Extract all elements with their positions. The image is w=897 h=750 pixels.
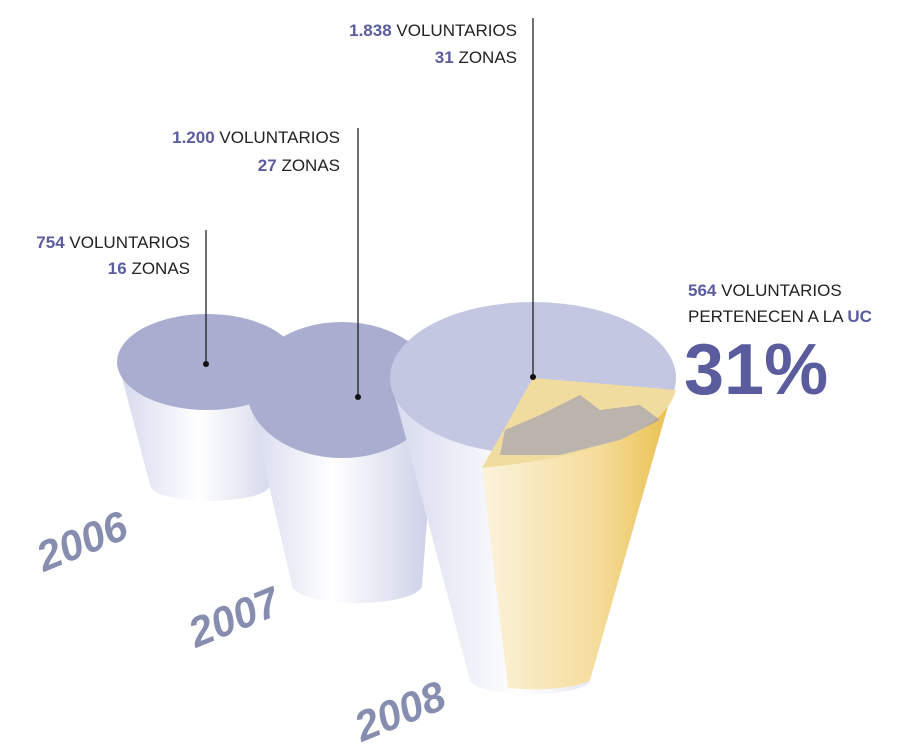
zones-text: ZONAS	[458, 48, 517, 67]
uc-share: 31%	[684, 330, 828, 410]
zones-count: 31	[435, 48, 454, 67]
zones-count: 27	[258, 156, 277, 175]
uc-belong-label: PERTENECEN A LA UC	[688, 307, 872, 326]
belong-text: PERTENECEN A LA	[688, 307, 844, 326]
volunteers-text: VOLUNTARIOS	[396, 21, 517, 40]
uc-volunteers-count: 564	[688, 281, 717, 300]
volunteers-text: VOLUNTARIOS	[69, 233, 190, 252]
volunteers-count: 754	[36, 233, 65, 252]
leader-dot	[530, 374, 536, 380]
volunteers-count: 1.200	[172, 128, 215, 147]
zones-label: 16 ZONAS	[108, 259, 190, 278]
zones-count: 16	[108, 259, 127, 278]
volunteers-count: 1.838	[349, 21, 392, 40]
volunteers-text: VOLUNTARIOS	[219, 128, 340, 147]
volunteers-label: 1.200 VOLUNTARIOS	[172, 128, 340, 147]
uc-volunteers-label: 564 VOLUNTARIOS	[688, 281, 842, 300]
zones-label: 31 ZONAS	[435, 48, 517, 67]
leader-dot	[355, 394, 361, 400]
uc-volunteers-text: VOLUNTARIOS	[721, 281, 842, 300]
infographic: 754 VOLUNTARIOS 16 ZONAS 1.200 VOLUNTARI…	[0, 0, 897, 750]
institution: UC	[847, 307, 872, 326]
year-label: 2006	[29, 502, 135, 581]
year-label: 2008	[347, 672, 453, 750]
volunteers-label: 754 VOLUNTARIOS	[36, 233, 190, 252]
zones-text: ZONAS	[281, 156, 340, 175]
volunteers-label: 1.838 VOLUNTARIOS	[349, 21, 517, 40]
zones-text: ZONAS	[131, 259, 190, 278]
leader-dot	[203, 361, 209, 367]
year-label: 2007	[181, 577, 288, 657]
zones-label: 27 ZONAS	[258, 156, 340, 175]
